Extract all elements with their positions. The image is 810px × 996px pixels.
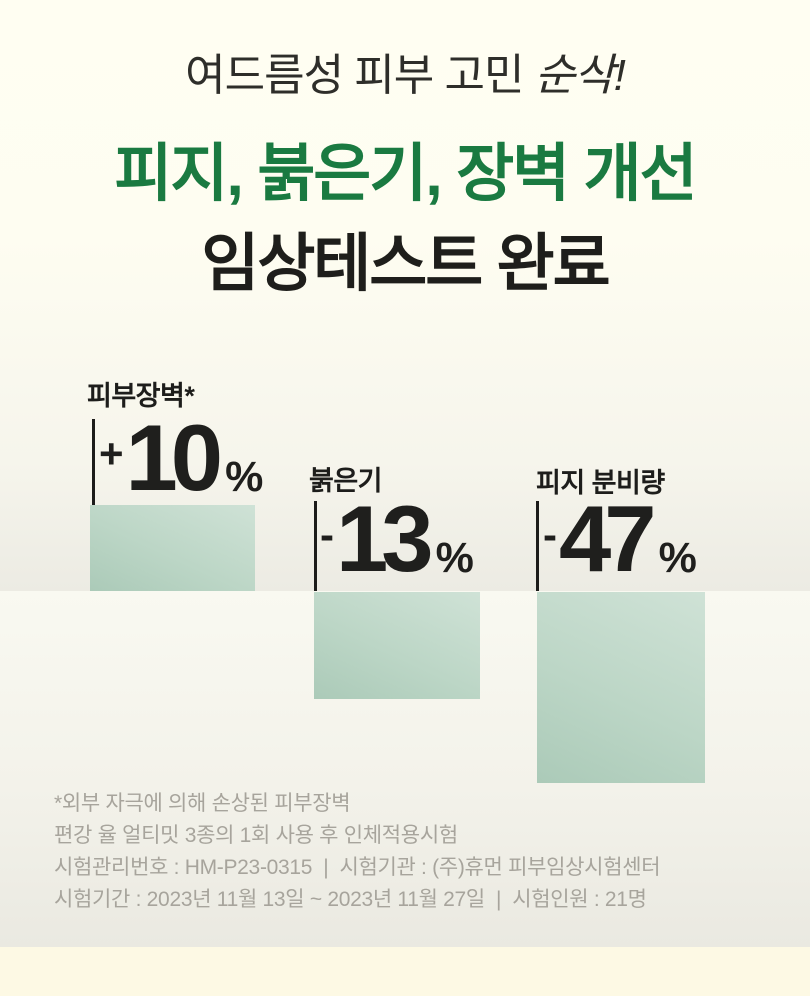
tagline-emphasis: 순삭! (523, 51, 626, 100)
bar-label-sebum: 피지 분비량 (536, 468, 665, 498)
value-sign: - (543, 511, 557, 558)
bar-value-sebum: - 47 % (543, 486, 697, 591)
value-number: 13 (336, 486, 434, 591)
value-unit: % (435, 534, 474, 582)
axis-tick-line-sebum (536, 501, 539, 591)
axis-tick-line-redness (314, 501, 317, 591)
value-number: 47 (559, 486, 657, 591)
bar-redness (314, 592, 480, 699)
bar-label-redness: 붉은기 (309, 466, 383, 496)
footnote-line-3: 시험관리번호 : HM-P23-0315 | 시험기관 : (주)휴먼 피부임상… (54, 856, 661, 879)
bar-label-skin-barrier: 피부장벽* (87, 381, 195, 411)
bar-value-skin-barrier: + 10 % (99, 405, 264, 510)
headline-green: 피지, 붉은기, 장벽 개선 (114, 139, 697, 209)
tagline: 여드름성 피부 고민 순삭! (0, 50, 810, 103)
footnotes: *외부 자극에 의해 손상된 피부장벽 편강 율 얼티밋 3종의 1회 사용 후… (54, 788, 661, 916)
bar-value-redness: - 13 % (320, 486, 474, 591)
value-unit: % (225, 453, 264, 501)
axis-tick-line-skin-barrier (92, 419, 95, 505)
bar-sebum (537, 592, 705, 783)
value-sign: - (320, 511, 334, 558)
background-bottom-strip (0, 947, 810, 996)
value-number: 10 (125, 405, 224, 510)
bar-skin-barrier (90, 505, 255, 591)
footnote-line-1: *외부 자극에 의해 손상된 피부장벽 (54, 792, 351, 815)
value-unit: % (658, 534, 697, 582)
value-sign: + (99, 430, 124, 477)
headline-black: 임상테스트 완료 (201, 229, 610, 299)
footnote-line-4: 시험기간 : 2023년 11월 13일 ~ 2023년 11월 27일 | 시… (54, 888, 647, 911)
background-top-band (0, 0, 810, 591)
tagline-regular: 여드름성 피부 고민 (185, 51, 524, 100)
footnote-line-2: 편강 율 얼티밋 3종의 1회 사용 후 인체적용시험 (54, 824, 458, 847)
